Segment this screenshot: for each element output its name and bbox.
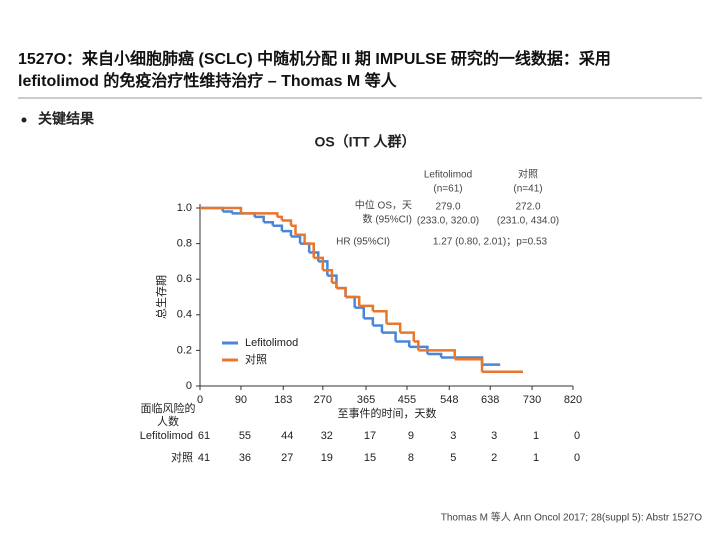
km-step (400, 331, 416, 342)
y-tick-label: 1.0 (177, 202, 192, 214)
km-step (295, 233, 306, 244)
risk-value: 9 (408, 430, 414, 442)
x-tick-label: 0 (197, 394, 203, 406)
stat-cell: 279.0 (435, 202, 460, 213)
bullet: 关键结果 (38, 111, 95, 127)
x-tick-label: 730 (523, 394, 541, 406)
risk-value: 61 (198, 430, 210, 442)
x-tick-label: 820 (564, 394, 582, 406)
reference: Thomas M 等人 Ann Oncol 2017; 28(suppl 5):… (441, 511, 702, 524)
km-step (372, 324, 384, 333)
risk-value: 15 (364, 452, 376, 464)
km-step (336, 286, 347, 297)
y-axis-label: 总生存期 (154, 275, 168, 319)
km-step (395, 340, 411, 347)
y-tick-label: 0.4 (177, 309, 192, 321)
risk-value: 41 (198, 452, 210, 464)
risk-value: 2 (491, 452, 497, 464)
km-step (200, 206, 243, 214)
risk-header: 人数 (157, 415, 179, 428)
km-step (313, 256, 325, 271)
x-tick-label: 455 (398, 394, 416, 406)
km-step (363, 317, 375, 326)
x-tick-label: 548 (440, 394, 458, 406)
risk-value: 44 (281, 430, 293, 442)
risk-value: 3 (450, 430, 456, 442)
km-step (240, 212, 279, 217)
km-step (359, 304, 375, 312)
risk-value: 36 (239, 452, 251, 464)
risk-value: 19 (321, 452, 333, 464)
km-step (290, 224, 297, 235)
x-tick-label: 90 (235, 394, 247, 406)
risk-value: 0 (574, 430, 580, 442)
stat-header: 对照 (518, 168, 538, 181)
km-step (304, 242, 315, 258)
km-step (345, 295, 356, 308)
risk-value: 0 (574, 452, 580, 464)
km-step (281, 219, 293, 226)
km-step (277, 215, 284, 221)
risk-value: 17 (364, 430, 376, 442)
x-tick-label: 270 (314, 394, 332, 406)
risk-value: 27 (281, 452, 293, 464)
risk-value: 1 (533, 452, 539, 464)
stat-header: (n=61) (433, 184, 462, 195)
y-tick-label: 0.6 (177, 273, 192, 285)
km-step (386, 322, 402, 333)
x-axis-label: 至事件的时间，天数 (338, 406, 437, 420)
x-tick-label: 183 (274, 394, 292, 406)
km-step (413, 340, 420, 351)
bullet-dot (21, 117, 27, 123)
stat-cell: (231.0, 434.0) (497, 216, 559, 227)
km-step (336, 286, 347, 297)
stat-header: Lefitolimod (424, 170, 472, 181)
legend-label: 对照 (245, 352, 267, 366)
km-step (454, 358, 484, 372)
km-step (254, 215, 265, 223)
km-step (222, 210, 234, 214)
km-step (322, 269, 334, 283)
risk-value: 3 (491, 430, 497, 442)
x-tick-label: 365 (357, 394, 375, 406)
stat-cell: 272.0 (515, 202, 540, 213)
km-step (300, 242, 311, 253)
risk-value: 8 (408, 452, 414, 464)
km-step (263, 220, 275, 226)
km-step (381, 331, 397, 342)
risk-value: 32 (321, 430, 333, 442)
risk-value: 55 (239, 430, 251, 442)
km-step (372, 309, 388, 324)
km-step (281, 229, 293, 237)
slide-title: lefitolimod 的免疫治疗性维持治疗 – Thomas M 等人 (18, 71, 398, 90)
km-step (345, 295, 361, 306)
stat-header: (n=41) (513, 184, 542, 195)
risk-row-name: 对照 (171, 450, 193, 464)
stat-label: HR (95%CI) (336, 237, 390, 248)
risk-value: 5 (450, 452, 456, 464)
risk-value: 1 (533, 430, 539, 442)
y-tick-label: 0.2 (177, 344, 192, 356)
chart-title: OS（ITT 人群） (314, 134, 415, 150)
km-step (331, 281, 338, 289)
x-tick-label: 638 (481, 394, 499, 406)
y-tick-label: 0 (186, 380, 192, 392)
km-step (272, 224, 284, 232)
stat-label: 数 (95%CI) (363, 213, 412, 226)
km-step (427, 352, 443, 358)
km-step (418, 349, 456, 360)
risk-header: 面临风险的 (141, 401, 196, 415)
km-step (290, 235, 302, 244)
km-step (354, 306, 366, 319)
stat-cell: (233.0, 320.0) (417, 216, 479, 227)
y-tick-label: 0.8 (177, 238, 192, 250)
stat-label: 中位 OS，天 (355, 199, 412, 212)
slide-title: 1527O：来自小细胞肺癌 (SCLC) 中随机分配 II 期 IMPULSE … (18, 49, 611, 68)
risk-row-name: Lefitolimod (140, 430, 193, 442)
stat-cell: 1.27 (0.80, 2.01)；p=0.53 (433, 237, 548, 248)
legend-label: Lefitolimod (245, 337, 298, 349)
